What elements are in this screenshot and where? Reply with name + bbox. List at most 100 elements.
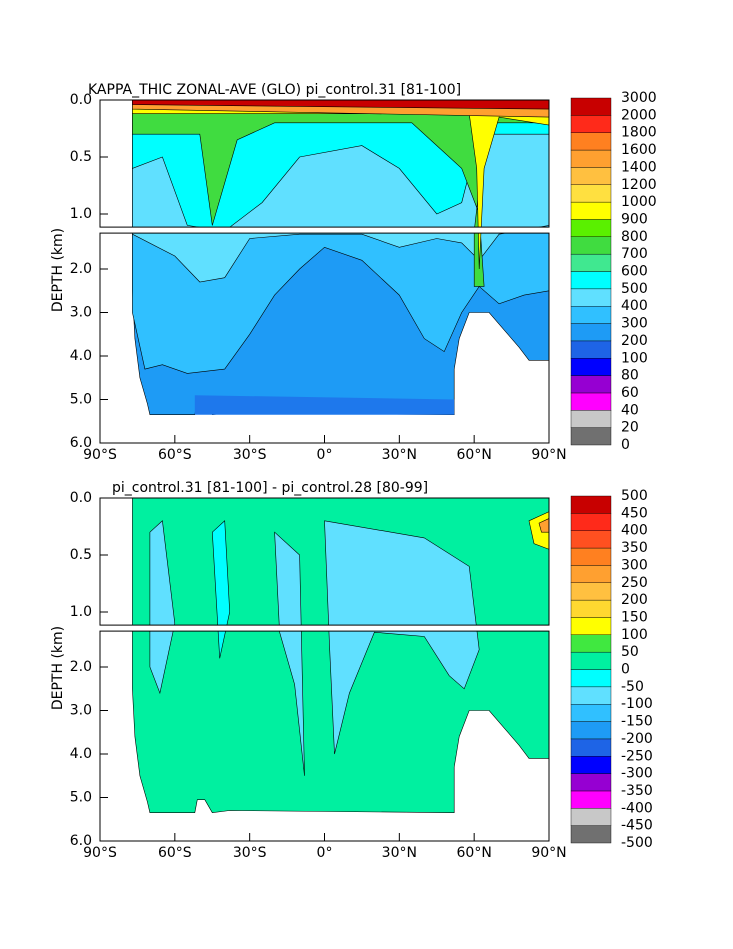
fill-region: [211, 520, 231, 659]
fill-region: [324, 520, 480, 755]
x-tick-label: 30°N: [382, 447, 417, 463]
colorbar-label: 350: [621, 540, 648, 556]
colorbar-label: -250: [621, 748, 653, 764]
fill-region: [132, 100, 549, 110]
x-tick-label: 30°S: [233, 447, 267, 463]
colorbar-swatch: [570, 253, 612, 272]
fill-region: [274, 531, 305, 776]
colorbar-label: 20: [621, 420, 639, 436]
colorbar-swatch: [570, 236, 612, 255]
colorbar-swatch: [570, 410, 612, 428]
colorbar-label: 250: [621, 575, 648, 591]
colorbar-swatch: [570, 669, 612, 688]
colorbar-label: 0: [621, 437, 630, 453]
plot-frame: [99, 497, 550, 626]
colorbar-swatch: [570, 756, 612, 774]
y-tick-label: 1.0: [70, 604, 92, 620]
colorbar-swatch: [570, 340, 612, 359]
chart-title: KAPPA_THIC ZONAL-AVE (GLO) pi_control.31…: [88, 82, 461, 98]
colorbar-swatch: [570, 773, 612, 792]
colorbar-swatch: [570, 149, 612, 168]
colorbar-swatch: [570, 530, 612, 549]
colorbar-label: 200: [621, 592, 648, 608]
contour-field: [132, 100, 549, 416]
y-tick-label: 0.5: [70, 149, 92, 165]
colorbar-swatch: [570, 271, 612, 290]
colorbar-swatch: [570, 686, 612, 705]
colorbar-label: 600: [621, 264, 648, 280]
colorbar-swatch: [570, 582, 612, 601]
x-tick-label: 60°N: [457, 845, 492, 861]
colorbar-label: 50: [621, 644, 639, 660]
colorbar-label: 900: [621, 211, 648, 227]
colorbar-swatch: [570, 184, 612, 203]
colorbar-swatch: [570, 201, 612, 220]
colorbar-swatch: [570, 808, 612, 826]
x-tick-label: 90°S: [83, 845, 117, 861]
colorbar-label: -100: [621, 696, 653, 712]
fill-region: [149, 520, 176, 695]
y-axis-label: DEPTH (km): [50, 228, 66, 312]
colorbar-label: -450: [621, 818, 653, 834]
x-tick-label: 90°N: [531, 447, 566, 463]
plot-frame: [99, 99, 550, 228]
colorbar-label: 1400: [621, 159, 657, 175]
fill-region: [132, 100, 549, 287]
x-tick-label: 0°: [317, 447, 333, 463]
x-tick-label: 30°S: [233, 845, 267, 861]
colorbar-label: 700: [621, 246, 648, 262]
y-tick-label: 5.0: [70, 790, 92, 806]
colorbar-label: 3000: [621, 90, 657, 106]
colorbar-label: -400: [621, 800, 653, 816]
colorbar-swatch: [570, 565, 612, 583]
axis-break: [99, 227, 550, 234]
y-axis-label: DEPTH (km): [50, 626, 66, 710]
x-tick-label: 0°: [317, 845, 333, 861]
colorbar-label: 40: [621, 402, 639, 418]
y-tick-label: 0.0: [70, 490, 92, 506]
y-tick-label: 4.0: [70, 348, 92, 364]
colorbar-swatch: [570, 495, 612, 514]
colorbar-swatch: [570, 323, 612, 342]
colorbar-label: 60: [621, 385, 639, 401]
chart-title: pi_control.31 [81-100] - pi_control.28 […: [112, 480, 428, 496]
colorbar-swatch: [570, 651, 612, 670]
colorbar-swatch: [570, 97, 612, 116]
colorbar-label: 1600: [621, 142, 657, 158]
colorbar-label: 80: [621, 368, 639, 384]
colorbar-swatch: [570, 825, 612, 844]
y-tick-label: 6.0: [70, 833, 92, 849]
y-tick-label: 3.0: [70, 305, 92, 321]
y-tick-label: 6.0: [70, 435, 92, 451]
colorbar-label: 1800: [621, 125, 657, 141]
contour-field: [132, 498, 549, 814]
y-tick-label: 1.0: [70, 206, 92, 222]
colorbar-swatch: [570, 634, 612, 653]
colorbar-swatch: [570, 790, 612, 809]
colorbar-label: -300: [621, 766, 653, 782]
colorbar-swatch: [570, 721, 612, 740]
colorbar-label: -150: [621, 714, 653, 730]
colorbar-label: 1000: [621, 194, 657, 210]
colorbar-label: 200: [621, 333, 648, 349]
y-tick-label: 5.0: [70, 392, 92, 408]
colorbar-swatch: [570, 219, 612, 237]
colorbar-label: 300: [621, 557, 648, 573]
colorbar-label: 800: [621, 229, 648, 245]
colorbar-label: -350: [621, 783, 653, 799]
fill-region: [132, 100, 549, 270]
colorbar-swatch: [570, 392, 612, 411]
colorbar-swatch: [570, 547, 612, 566]
colorbar-label: 150: [621, 609, 648, 625]
colorbar-label: 400: [621, 298, 648, 314]
colorbar-label: 1200: [621, 177, 657, 193]
y-tick-label: 3.0: [70, 703, 92, 719]
colorbar-swatch: [570, 132, 612, 151]
colorbar-label: 100: [621, 627, 648, 643]
colorbar-label: 400: [621, 523, 648, 539]
colorbar-swatch: [570, 704, 612, 722]
x-tick-label: 90°S: [83, 447, 117, 463]
colorbar-label: -200: [621, 731, 653, 747]
colorbar-swatch: [570, 115, 612, 133]
